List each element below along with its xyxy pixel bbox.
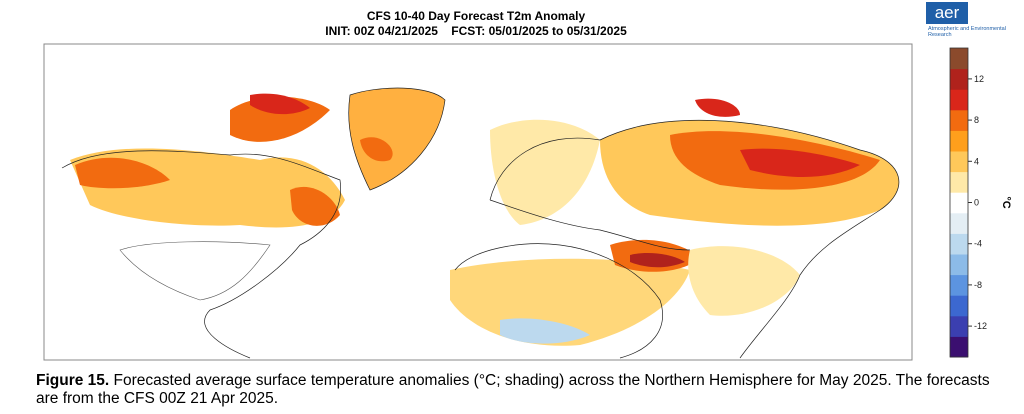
colorbar-tick-label: 12 (974, 74, 984, 84)
logo-mark: aer (935, 3, 960, 22)
colorbar-tick-label: -4 (974, 239, 982, 249)
logo-text-box: Atmospheric and Environmental Research (928, 26, 1006, 38)
colorbar-band (950, 89, 968, 111)
colorbar-band (950, 68, 968, 90)
coastlines (61, 87, 900, 359)
logo-text: Atmospheric and Environmental Research (928, 26, 1006, 38)
caption-text: Forecasted average surface temperature a… (36, 372, 990, 407)
map-title: CFS 10-40 Day Forecast T2m Anomaly (367, 9, 586, 23)
caption: Figure 15. Forecasted average surface te… (36, 372, 1011, 408)
colorbar-band (950, 171, 968, 193)
caption-label: Figure 15. (36, 372, 110, 389)
colorbar-tick-label: 4 (974, 156, 979, 166)
colorbar-band (950, 109, 968, 131)
colorbar-tick-label: -8 (974, 280, 982, 290)
colorbar-label: °C (1000, 196, 1012, 208)
colorbar-band (950, 295, 968, 317)
map-shading (70, 88, 899, 346)
map-subtitle: INIT: 00Z 04/21/2025 FCST: 05/01/2025 to… (325, 24, 627, 38)
colorbar-band (950, 48, 968, 70)
colorbar-tick-label: -12 (974, 321, 987, 331)
colorbar-band (950, 233, 968, 255)
colorbar-band (950, 212, 968, 234)
figure: CFS 10-40 Day Forecast T2m Anomaly INIT:… (43, 2, 1012, 361)
logo-box (926, 2, 968, 24)
colorbar-band (950, 151, 968, 173)
colorbar-band (950, 315, 968, 337)
colorbar-band (950, 336, 968, 358)
colorbar-tick-label: 8 (974, 115, 979, 125)
colorbar-band (950, 274, 968, 296)
colorbar-band (950, 192, 968, 214)
colorbar-band (950, 130, 968, 152)
colorbar: 12 8 4 0 -4 -8 -12 °C (949, 47, 1012, 358)
colorbar-tick-label: 0 (974, 198, 979, 208)
colorbar-band (950, 254, 968, 276)
